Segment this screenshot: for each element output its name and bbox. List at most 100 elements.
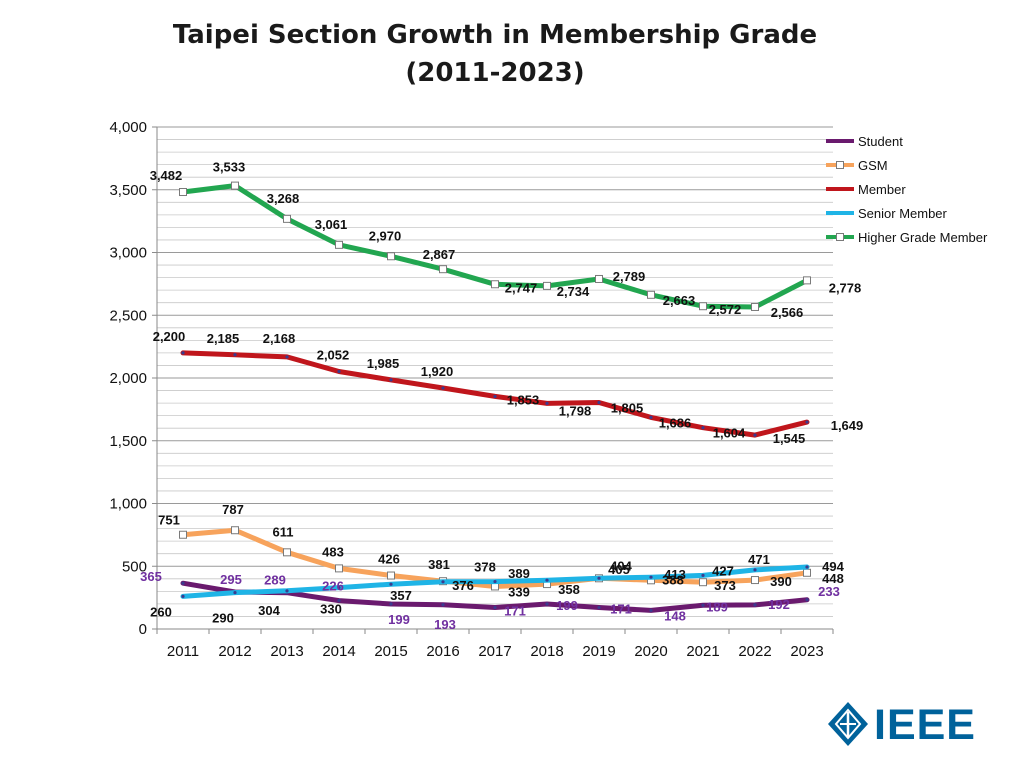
data-point xyxy=(335,240,343,249)
data-point xyxy=(337,585,341,590)
data-point xyxy=(233,591,237,595)
data-label: 199 xyxy=(556,598,578,613)
data-label: 426 xyxy=(378,552,400,567)
data-label: 483 xyxy=(322,544,344,559)
data-label: 405 xyxy=(608,562,630,577)
data-point xyxy=(543,281,551,290)
x-tick-label: 2020 xyxy=(634,643,667,660)
data-point xyxy=(493,394,497,399)
data-label: 304 xyxy=(258,603,280,618)
data-label: 389 xyxy=(508,566,530,581)
data-point xyxy=(701,573,705,578)
data-point xyxy=(751,302,759,311)
x-tick-label: 2019 xyxy=(582,643,615,660)
data-label: 2,663 xyxy=(663,293,696,308)
x-tick-label: 2022 xyxy=(738,643,771,660)
data-label: 751 xyxy=(158,513,180,528)
data-point xyxy=(597,400,601,405)
y-tick-label: 1,000 xyxy=(109,496,147,513)
data-point xyxy=(233,353,237,357)
data-label: 365 xyxy=(140,569,162,584)
data-label: 192 xyxy=(768,597,790,612)
data-label: 611 xyxy=(273,524,294,539)
x-tick-label: 2015 xyxy=(374,643,407,660)
y-tick-label: 3,500 xyxy=(109,182,147,199)
data-point xyxy=(597,576,601,580)
legend-label: Higher Grade Member xyxy=(858,230,988,245)
data-label: 357 xyxy=(390,588,412,603)
data-point xyxy=(597,605,601,610)
data-label: 171 xyxy=(504,604,526,619)
data-point xyxy=(701,426,705,430)
data-label: 2,572 xyxy=(709,302,742,317)
data-point xyxy=(285,589,289,593)
data-label: 193 xyxy=(434,617,456,632)
data-label: 448 xyxy=(822,571,844,586)
data-point xyxy=(545,401,549,405)
ieee-logo-wordmark: IEEE xyxy=(874,701,976,749)
legend-label: Student xyxy=(858,134,903,149)
data-point xyxy=(649,575,653,579)
x-tick-label: 2018 xyxy=(530,643,563,660)
data-point xyxy=(179,188,187,197)
data-label: 388 xyxy=(662,572,684,587)
data-label: 260 xyxy=(150,604,172,619)
data-label: 2,970 xyxy=(369,228,402,243)
data-label: 1,805 xyxy=(611,400,644,415)
data-label: 2,867 xyxy=(423,247,456,262)
data-point xyxy=(337,599,341,603)
data-label: 3,061 xyxy=(315,217,348,232)
data-label: 1,649 xyxy=(831,418,864,433)
data-point xyxy=(231,181,239,190)
data-label: 471 xyxy=(748,552,770,567)
data-label: 2,168 xyxy=(263,331,296,346)
data-point xyxy=(441,386,445,390)
data-label: 1,604 xyxy=(713,426,746,441)
legend-label: Senior Member xyxy=(858,206,948,221)
data-label: 290 xyxy=(212,611,234,626)
data-label: 1,920 xyxy=(421,364,454,379)
data-label: 787 xyxy=(222,502,244,517)
legend-marker xyxy=(836,233,844,241)
data-point xyxy=(283,214,291,223)
data-point xyxy=(181,581,185,585)
data-point xyxy=(647,290,655,299)
ieee-kite-icon xyxy=(828,702,868,746)
ieee-logo: IEEE xyxy=(826,700,976,750)
data-point xyxy=(803,276,811,285)
data-label: 2,734 xyxy=(557,284,590,299)
data-label: 1,798 xyxy=(559,403,592,418)
data-point xyxy=(805,565,809,569)
data-label: 2,200 xyxy=(153,329,186,344)
x-tick-label: 2016 xyxy=(426,643,459,660)
data-label: 1,545 xyxy=(773,431,806,446)
data-label: 171 xyxy=(610,602,632,617)
data-point xyxy=(283,548,291,557)
data-point xyxy=(441,580,445,584)
data-label: 381 xyxy=(428,557,450,572)
data-label: 3,482 xyxy=(150,168,183,183)
chart-subtitle: (2011-2023) xyxy=(405,58,585,88)
data-label: 2,747 xyxy=(505,280,538,295)
data-label: 289 xyxy=(264,573,286,588)
data-label: 189 xyxy=(706,599,728,614)
data-label: 233 xyxy=(818,584,840,599)
data-label: 1,853 xyxy=(507,392,540,407)
data-point xyxy=(389,602,393,606)
data-point xyxy=(545,602,549,606)
data-point xyxy=(335,564,343,573)
data-point xyxy=(753,568,757,572)
chart-title: Taipei Section Growth in Membership Grad… xyxy=(172,20,818,50)
data-label: 3,533 xyxy=(213,160,246,175)
data-label: 2,185 xyxy=(207,331,240,346)
data-label: 226 xyxy=(322,579,344,594)
data-label: 199 xyxy=(388,612,410,627)
data-point xyxy=(337,369,341,374)
data-label: 3,268 xyxy=(267,191,300,206)
data-point xyxy=(753,433,757,437)
data-label: 358 xyxy=(558,582,580,597)
data-point xyxy=(805,420,809,424)
data-label: 373 xyxy=(714,578,736,593)
data-point xyxy=(389,582,393,586)
